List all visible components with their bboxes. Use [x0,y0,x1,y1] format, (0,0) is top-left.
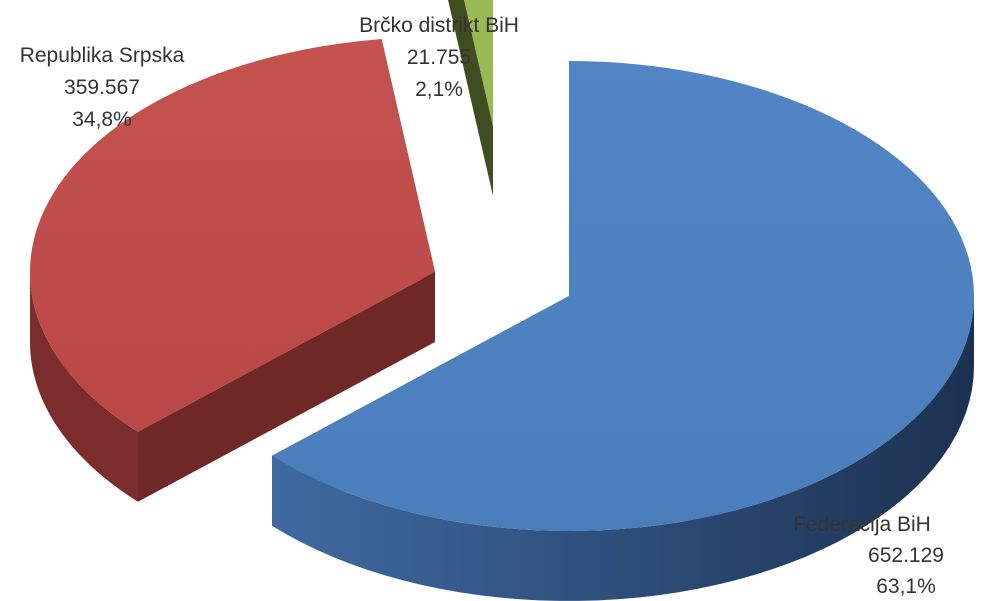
pie-slice-srpska [30,39,436,502]
label-federacija-name: Federacija BiH [793,513,931,536]
label-federacija-percent: 63,1% [876,575,936,598]
label-federacija-value: 652.129 [868,544,944,567]
label-srpska-percent: 34,8% [72,108,132,131]
label-brcko-value: 21.755 [407,46,471,69]
label-srpska-name: Republika Srpska [20,44,185,67]
pie-slice-brcko [448,0,493,196]
pie-slice-federacija [271,61,974,601]
label-srpska-value: 359.567 [64,76,140,99]
label-brcko-percent: 2,1% [415,78,463,101]
label-brcko-name: Brčko distrikt BiH [359,14,519,37]
